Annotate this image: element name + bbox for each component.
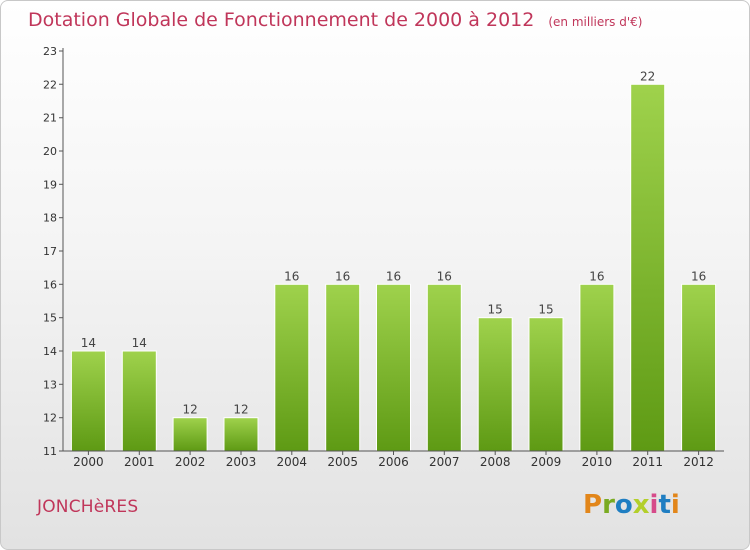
x-tick-label-2012: 2012 [683, 455, 714, 469]
y-tick-label-18: 18 [43, 212, 57, 225]
logo-letter: i [649, 490, 659, 520]
axes-group: 2000 2001 2002 2003 2004 2005 2006 2007 2008 2009… [43, 45, 724, 469]
y-tick-label-17: 17 [43, 245, 57, 258]
logo-letter: P [583, 490, 603, 520]
bar-2009 [528, 317, 564, 452]
logo-letter: r [602, 490, 615, 520]
x-tick-label-2001: 2001 [124, 455, 155, 469]
y-tick-label-20: 20 [43, 145, 57, 158]
data-label-2002: 12 [182, 403, 197, 417]
bar-2003 [223, 417, 259, 452]
y-tick-label-12: 12 [43, 412, 57, 425]
bar-2006 [376, 283, 411, 452]
x-tick-label-2004: 2004 [277, 455, 308, 469]
commune-name: JONCHèRES [37, 497, 139, 517]
bars-group: 14 14 12 12 16 16 16 16 15 15 16 22 16 [70, 69, 717, 452]
data-label-2005: 16 [335, 269, 350, 283]
data-label-2008: 15 [488, 303, 503, 317]
x-tick-label-2011: 2011 [632, 455, 663, 469]
data-label-2003: 12 [233, 403, 248, 417]
data-label-2011: 22 [640, 69, 655, 83]
bar-2000 [70, 350, 106, 452]
data-label-2001: 14 [132, 336, 147, 350]
x-tick-label-2007: 2007 [429, 455, 460, 469]
y-tick-label-14: 14 [43, 345, 57, 358]
chart-title-text: Dotation Globale de Fonctionnement de 20… [28, 9, 535, 31]
x-tick-label-2003: 2003 [226, 455, 257, 469]
x-tick-label-2009: 2009 [531, 455, 562, 469]
data-label-2009: 15 [538, 303, 553, 317]
bar-2004 [274, 283, 310, 452]
x-tick-label-2000: 2000 [73, 455, 104, 469]
bar-2005 [325, 283, 361, 452]
y-tick-label-16: 16 [43, 278, 57, 291]
proxiti-logo[interactable]: Proxiti [583, 490, 680, 520]
logo-letter: i [670, 490, 680, 520]
data-label-2007: 16 [437, 269, 452, 283]
y-tick-label-15: 15 [43, 312, 57, 325]
x-tick-label-2008: 2008 [480, 455, 511, 469]
data-label-2010: 16 [589, 269, 604, 283]
x-tick-label-2010: 2010 [582, 455, 613, 469]
logo-letter: x [632, 490, 650, 520]
x-tick-label-2005: 2005 [327, 455, 358, 469]
bar-2002 [172, 417, 208, 452]
chart-title: Dotation Globale de Fonctionnement de 20… [28, 9, 642, 31]
y-tick-label-19: 19 [43, 178, 57, 191]
x-tick-label-2006: 2006 [378, 455, 409, 469]
y-tick-label-11: 11 [43, 445, 57, 458]
bar-2011 [630, 83, 666, 452]
bar-2010 [579, 283, 615, 452]
logo-letter: o [614, 490, 633, 520]
bar-2012 [681, 283, 717, 452]
y-tick-label-21: 21 [43, 112, 57, 125]
chart-subtitle: (en milliers d'€) [548, 15, 643, 29]
data-label-2000: 14 [81, 336, 96, 350]
data-label-2004: 16 [284, 269, 299, 283]
logo-letter: t [658, 490, 671, 520]
y-tick-label-22: 22 [43, 78, 57, 91]
data-label-2012: 16 [691, 269, 706, 283]
x-tick-label-2002: 2002 [175, 455, 206, 469]
bar-2008 [477, 317, 513, 452]
y-tick-label-13: 13 [43, 378, 57, 391]
data-label-2006: 16 [386, 269, 401, 283]
y-tick-label-23: 23 [43, 45, 57, 58]
bar-2007 [426, 283, 462, 452]
bar-2001 [121, 350, 157, 452]
